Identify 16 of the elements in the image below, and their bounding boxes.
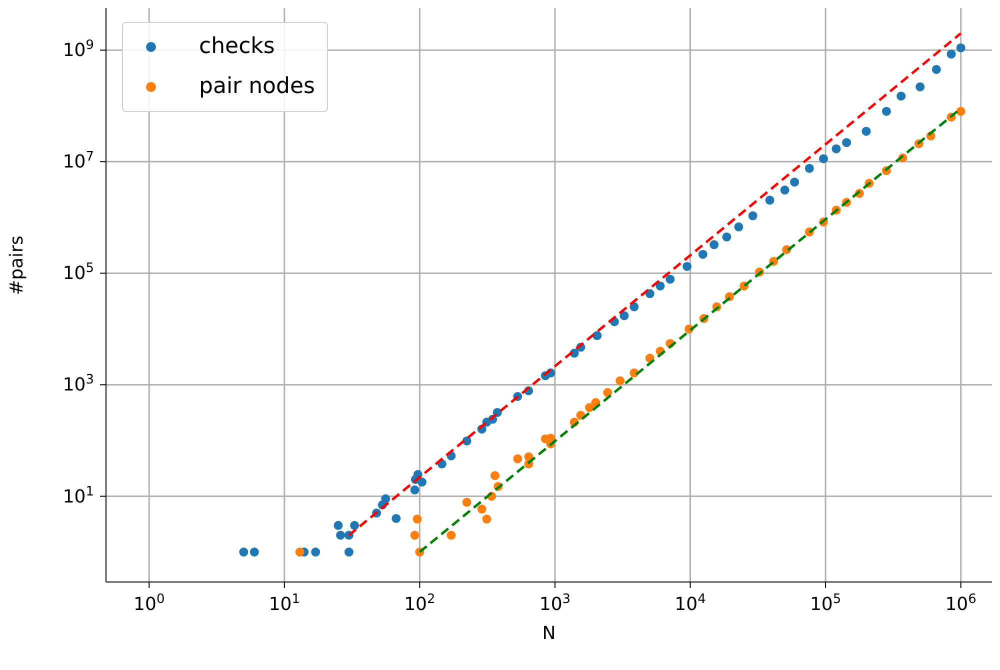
x-tick-label: 10$^{1}$	[268, 592, 300, 615]
x-tick-label: 10$^{0}$	[134, 592, 165, 615]
y-axis-title: #pairs	[6, 236, 28, 295]
x-tick-label: 10$^{2}$	[404, 592, 436, 615]
y-tick-label: 10$^{5}$	[62, 260, 94, 284]
x-axis-title: N	[542, 623, 556, 644]
x-tick-label: 10$^{3}$	[539, 592, 571, 615]
legend-label: pair nodes	[199, 73, 315, 101]
y-tick-label: 10$^{3}$	[62, 372, 94, 396]
x-tick-label: 10$^{4}$	[674, 592, 706, 615]
y-tick-label: 10$^{7}$	[62, 149, 94, 173]
y-tick-label: 10$^{9}$	[62, 38, 94, 62]
legend-label: checks	[199, 33, 275, 61]
y-tick-label: 10$^{1}$	[62, 484, 94, 508]
x-tick-label: 10$^{5}$	[810, 592, 842, 615]
x-tick-label: 10$^{6}$	[945, 592, 976, 615]
